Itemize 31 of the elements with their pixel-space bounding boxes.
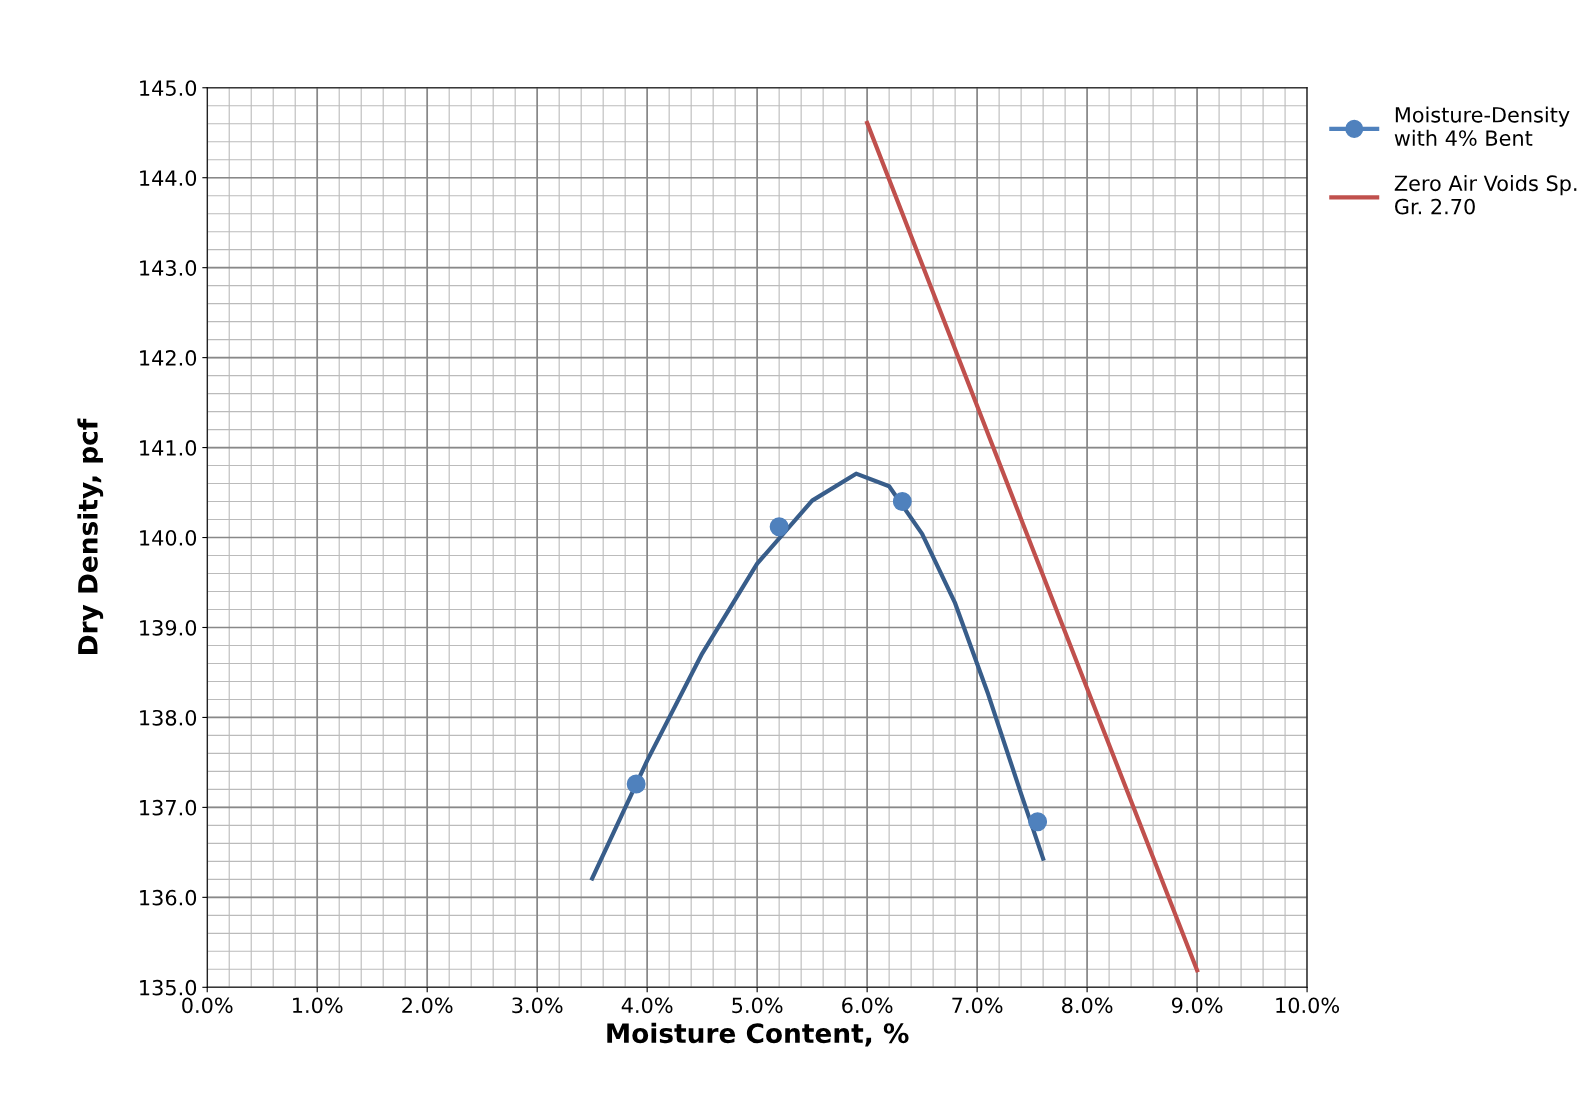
x-tick-label: 2.0% [402, 997, 453, 1014]
x-tick-label: 5.0% [732, 997, 783, 1014]
x-tick-label: 4.0% [621, 997, 673, 1014]
x-axis-title: Moisture Content, % [607, 1022, 909, 1047]
y-tick-label: 139.0 [140, 619, 197, 636]
y-tick-label: 144.0 [140, 170, 197, 186]
x-tick-label: 9.0% [1171, 997, 1223, 1014]
line-series [590, 471, 1046, 881]
y-tick-label: 143.0 [140, 260, 197, 276]
x-tick-label: 1.0% [293, 997, 343, 1014]
legend-label: Zero Air Voids Sp. Gr. 2.70 [1394, 175, 1577, 215]
point [1028, 812, 1048, 832]
point [892, 492, 912, 512]
y-axis-title: Dry Density, pcf [77, 418, 104, 654]
y-tick-label: 136.0 [140, 889, 197, 906]
x-tick-label: 7.0% [952, 997, 1003, 1014]
x-tick-label: 10.0% [1276, 997, 1340, 1014]
y-tick-label: 135.0 [140, 979, 197, 996]
legend-label: Moisture-Density with 4% Bent [1394, 106, 1570, 146]
y-tick-label: 145.0 [140, 80, 197, 96]
y-tick-label: 138.0 [140, 709, 197, 726]
x-tick-label: 3.0% [512, 997, 563, 1014]
point [769, 517, 789, 537]
y-tick-label: 137.0 [140, 799, 197, 816]
y-tick-label: 140.0 [140, 529, 197, 546]
x-tick-label: 8.0% [1062, 997, 1113, 1014]
y-tick-label: 141.0 [140, 440, 197, 456]
x-tick-label: 0.0% [182, 997, 233, 1014]
point [626, 774, 646, 794]
y-tick-label: 142.0 [140, 350, 197, 366]
x-tick-label: 6.0% [842, 997, 893, 1014]
